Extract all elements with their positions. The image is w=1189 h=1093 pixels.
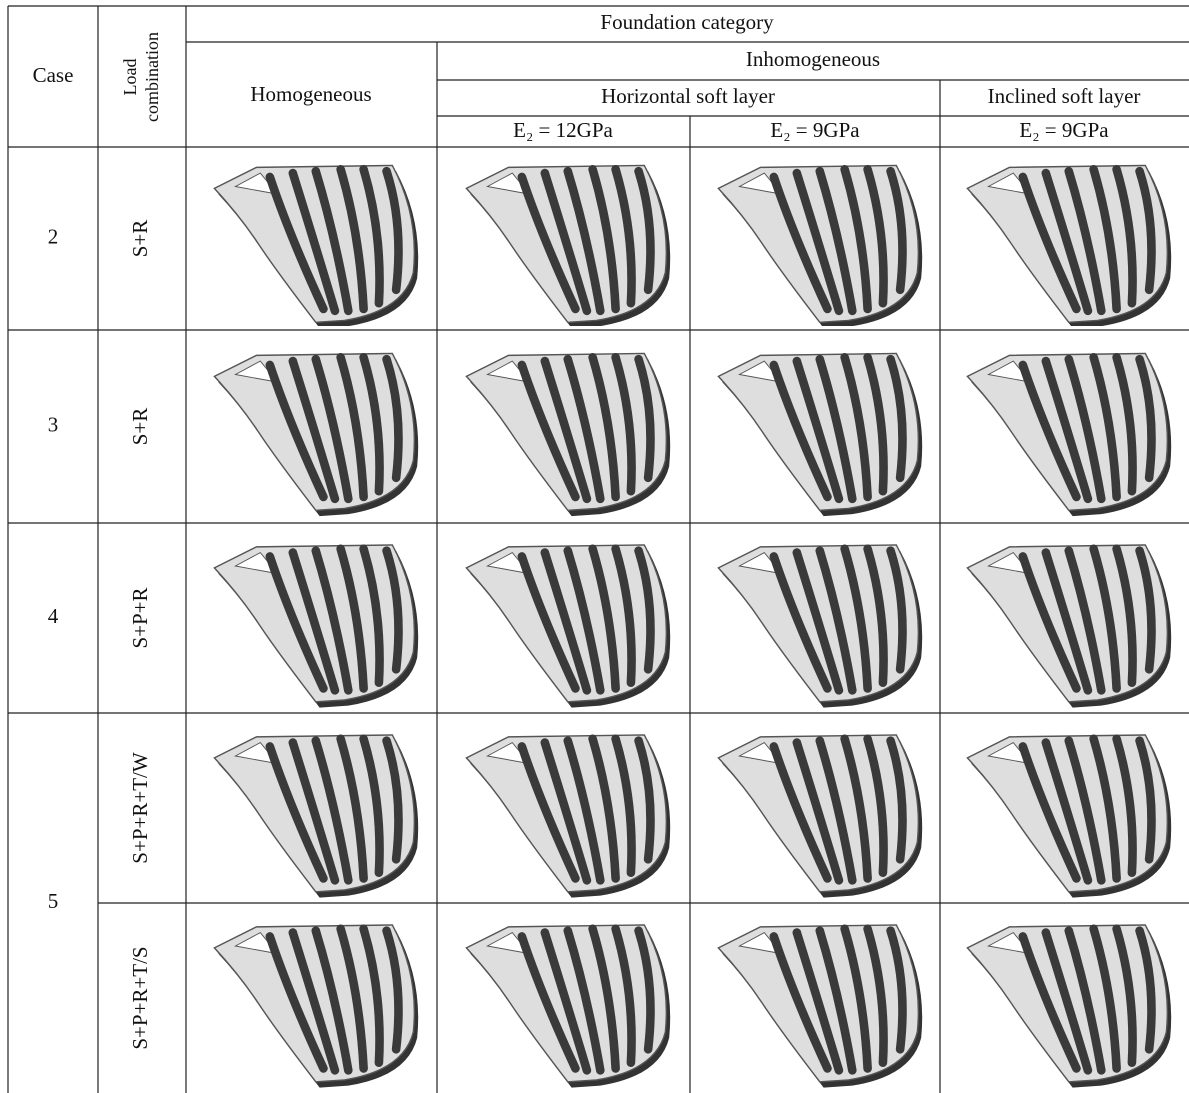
header-homogeneous: Homogeneous (250, 82, 371, 106)
results-table: Case Loadcombination Foundation category In… (0, 0, 1189, 1093)
header-horizontal: Horizontal soft layer (601, 84, 775, 108)
deformation-image (718, 353, 922, 516)
header-modulus: E₂ = 12GPa (513, 118, 613, 142)
header-case: Case (33, 63, 74, 87)
deformation-image (967, 735, 1171, 898)
case-number: 2 (48, 224, 59, 248)
load-combination: S+R (128, 408, 152, 446)
deformation-image (466, 735, 670, 898)
header-load: combination (142, 32, 162, 122)
deformation-image (214, 925, 418, 1088)
deformation-image (466, 353, 670, 516)
deformation-image (967, 925, 1171, 1088)
header-modulus: E₂ = 9GPa (770, 118, 860, 142)
case-number: 3 (48, 412, 59, 436)
header-load: Load (120, 59, 140, 96)
load-combination: S+P+R+T/S (128, 946, 152, 1049)
deformation-image (967, 165, 1171, 328)
header-modulus: E₂ = 9GPa (1019, 118, 1109, 142)
deformation-image (214, 165, 418, 328)
case-number: 4 (48, 604, 59, 628)
deformation-image (718, 735, 922, 898)
case-number: 5 (48, 889, 59, 913)
header-inclined: Inclined soft layer (988, 84, 1141, 108)
deformation-image (967, 353, 1171, 516)
header-foundation: Foundation category (600, 10, 774, 34)
deformation-image (214, 735, 418, 898)
deformation-image (214, 353, 418, 516)
deformation-image (718, 165, 922, 328)
deformation-image (718, 545, 922, 708)
load-combination: S+R (128, 220, 152, 258)
load-combination: S+P+R+T/W (128, 752, 152, 864)
header-inhomogeneous: Inhomogeneous (746, 47, 880, 71)
deformation-image (967, 545, 1171, 708)
deformation-image (466, 545, 670, 708)
deformation-image (466, 925, 670, 1088)
load-combination: S+P+R (128, 587, 152, 648)
deformation-image (214, 545, 418, 708)
deformation-image (466, 165, 670, 328)
deformation-image (718, 925, 922, 1088)
